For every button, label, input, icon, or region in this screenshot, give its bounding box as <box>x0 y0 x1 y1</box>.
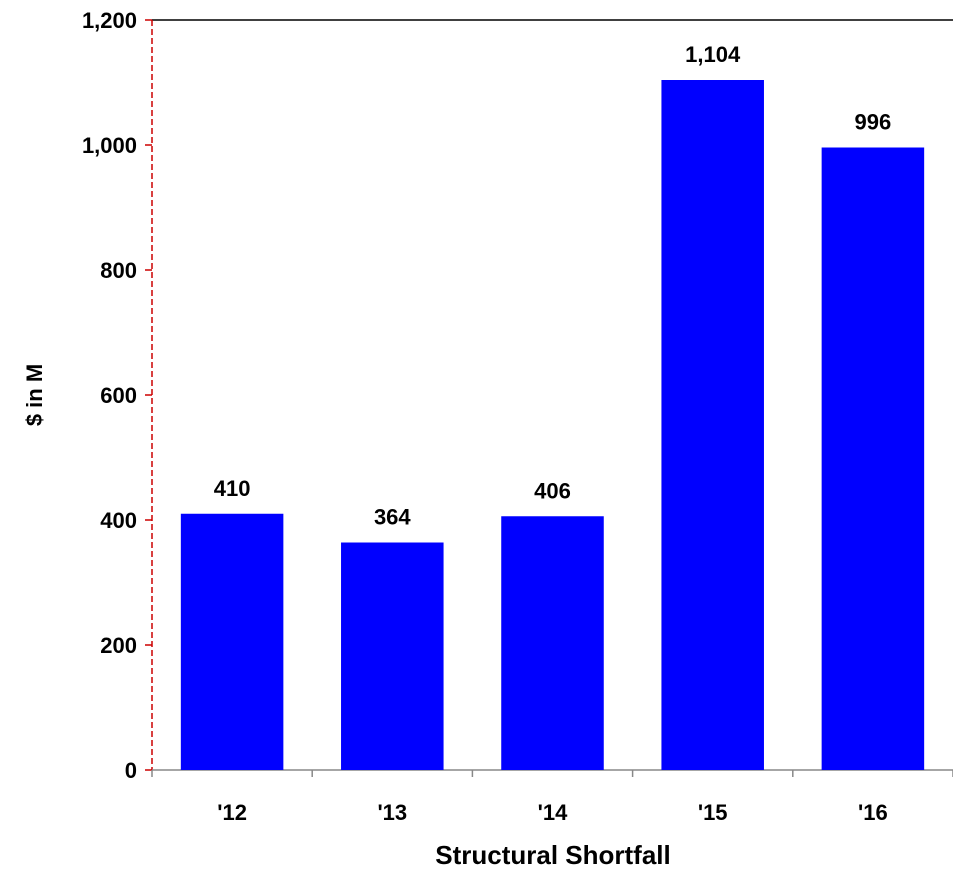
y-tick-label: 1,200 <box>82 8 137 33</box>
y-tick-label: 800 <box>100 258 137 283</box>
y-axis-ticks: 0 200 400 600 800 1,000 1,200 <box>82 8 152 783</box>
y-tick-label: 1,000 <box>82 133 137 158</box>
bar <box>341 542 444 770</box>
y-axis-title: $ in M <box>22 364 47 426</box>
y-tick-label: 200 <box>100 633 137 658</box>
bar-value-label: 406 <box>534 478 571 503</box>
bar-value-label: 996 <box>855 110 892 135</box>
bar <box>821 147 925 770</box>
y-tick-label: 600 <box>100 383 137 408</box>
x-tick-label: '13 <box>377 800 407 825</box>
x-tick-label: '15 <box>698 800 728 825</box>
x-tick-label: '16 <box>858 800 888 825</box>
y-tick-label: 0 <box>125 758 137 783</box>
bar-value-label: 1,104 <box>685 42 741 67</box>
bar <box>501 516 604 770</box>
bar-value-labels: 410 364 406 1,104 996 <box>214 42 892 530</box>
x-tick-label: '12 <box>217 800 247 825</box>
x-axis-ticks: '12 '13 '14 '15 '16 <box>151 770 953 825</box>
x-tick-label: '14 <box>538 800 568 825</box>
x-axis-title: Structural Shortfall <box>435 840 670 870</box>
bar <box>661 80 764 770</box>
y-tick-label: 400 <box>100 508 137 533</box>
bar <box>180 513 284 770</box>
bars <box>180 80 925 770</box>
bar-value-label: 364 <box>374 505 411 530</box>
bar-value-label: 410 <box>214 476 251 501</box>
